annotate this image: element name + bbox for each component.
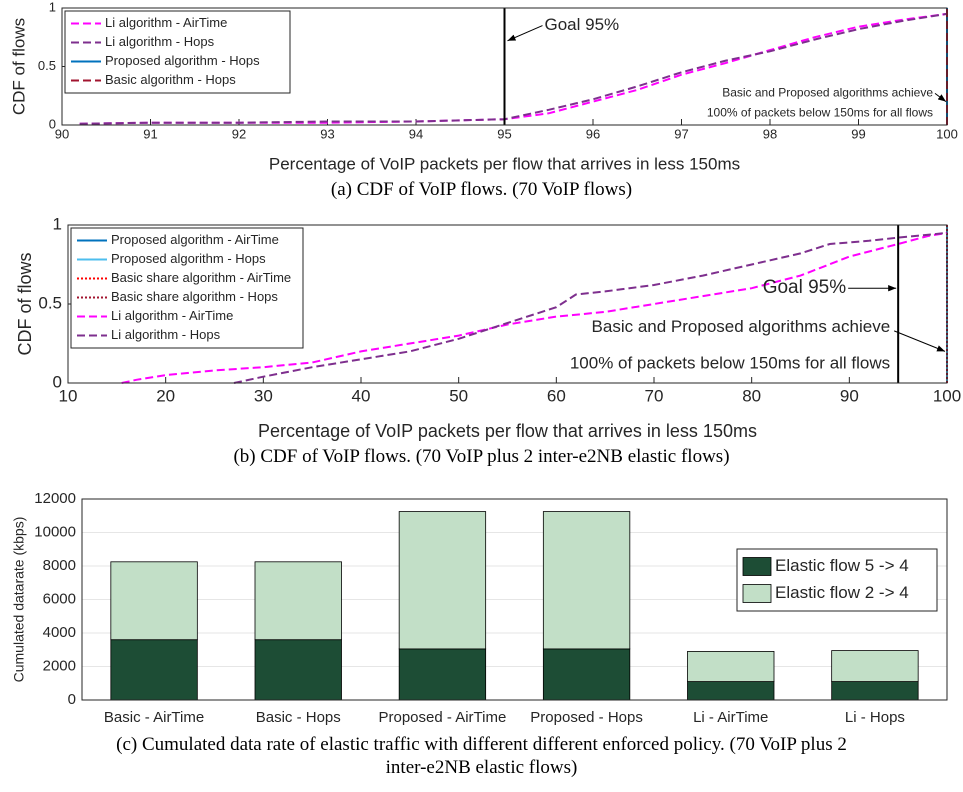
bar-segment [687, 651, 775, 682]
y-tick-label: 0.5 [38, 293, 62, 312]
y-tick-label: 2000 [43, 657, 76, 674]
y-tick-label: 0 [68, 691, 76, 708]
x-tick-label: 97 [674, 126, 688, 141]
bar-segment [687, 681, 775, 701]
x-tick-label: 30 [254, 386, 273, 405]
caption: (c) Cumulated data rate of elastic traff… [116, 734, 847, 778]
caption: (b) CDF of VoIP flows. (70 VoIP plus 2 i… [233, 446, 730, 467]
y-axis-label: Cumulated datarate (kbps) [11, 517, 27, 683]
y-tick-label: 6000 [43, 590, 76, 607]
x-tick-label: 50 [449, 386, 468, 405]
x-tick-label: 20 [156, 386, 175, 405]
x-tick-label: 95 [497, 126, 511, 141]
annotation: Basic and Proposed algorithms achieve [722, 86, 933, 100]
annotation: Basic and Proposed algorithms achieve [592, 317, 891, 336]
legend-label: Proposed algorithm - Hops [111, 251, 266, 266]
x-tick-label: 93 [320, 126, 334, 141]
x-tick-label: Basic - AirTime [104, 709, 204, 726]
y-tick-label: 0.5 [38, 58, 56, 73]
legend-label: Elastic flow 2 -> 4 [775, 583, 909, 602]
bar-segment [542, 648, 631, 701]
y-tick-label: 4000 [43, 624, 76, 641]
bar-segment [254, 561, 342, 641]
y-axis-label: CDF of flows [15, 252, 35, 355]
annotation-arrow [934, 93, 947, 103]
axes-frame [61, 7, 948, 126]
legend-box [64, 10, 291, 94]
x-tick-label: 94 [409, 126, 423, 141]
x-tick-label: 90 [55, 126, 69, 141]
y-tick-label: 12000 [34, 490, 76, 507]
x-tick-label: 10 [59, 386, 78, 405]
legend-box [70, 227, 304, 349]
x-tick-label: 100 [933, 386, 961, 405]
annotation: 100% of packets below 150ms for all flow… [570, 354, 890, 373]
annotation-arrow [507, 25, 543, 42]
x-tick-label: Proposed - Hops [530, 709, 643, 726]
bar-segment [110, 561, 198, 641]
annotation: 100% of packets below 150ms for all flow… [707, 105, 933, 119]
cdf-line [233, 231, 948, 384]
bar-segment [398, 511, 487, 650]
bar-segment [831, 650, 919, 682]
y-tick-label: 1 [53, 214, 62, 233]
legend-label: Li algorithm - AirTime [105, 15, 227, 30]
annotation: Goal 95% [763, 277, 847, 298]
legend-label: Basic algorithm - Hops [105, 72, 236, 87]
x-tick-label: 40 [352, 386, 371, 405]
x-tick-label: Proposed - AirTime [379, 709, 507, 726]
legend-swatch [742, 584, 772, 603]
y-tick-label: 1 [49, 0, 56, 14]
x-tick-label: 92 [232, 126, 246, 141]
x-tick-label: 96 [586, 126, 600, 141]
bar-segment [110, 639, 198, 701]
legend-label: Basic share algorithm - Hops [111, 289, 278, 304]
x-tick-label: 100 [936, 126, 958, 141]
legend-label: Proposed algorithm - Hops [105, 53, 260, 68]
y-tick-label: 10000 [34, 523, 76, 540]
x-tick-label: Li - Hops [845, 709, 905, 726]
bar-segment [254, 639, 342, 701]
axes-frame [67, 224, 948, 384]
cdf-line [79, 12, 948, 125]
legend-label: Li algorithm - Hops [105, 34, 215, 49]
annotation-arrow [893, 330, 946, 352]
y-tick-label: 0 [53, 372, 62, 391]
legend-label: Li algorithm - AirTime [111, 308, 233, 323]
y-tick-label: 0 [49, 116, 56, 131]
x-tick-label: Li - AirTime [693, 709, 768, 726]
x-tick-label: 70 [645, 386, 664, 405]
legend-label: Li algorithm - Hops [111, 327, 221, 342]
x-tick-label: 99 [851, 126, 865, 141]
x-axis-label: Percentage of VoIP packets per flow that… [269, 154, 740, 173]
x-tick-label: 60 [547, 386, 566, 405]
cdf-line [121, 231, 948, 384]
bar-segment [831, 681, 919, 701]
legend-label: Basic share algorithm - AirTime [111, 270, 291, 285]
x-axis-label: Percentage of VoIP packets per flow that… [258, 421, 757, 441]
y-tick-label: 8000 [43, 557, 76, 574]
bar-segment [398, 648, 487, 701]
bar-segment [542, 511, 631, 650]
legend-swatch [742, 557, 772, 576]
x-tick-label: Basic - Hops [256, 709, 341, 726]
x-tick-label: 80 [742, 386, 761, 405]
axes-frame [81, 498, 948, 701]
x-tick-label: 91 [143, 126, 157, 141]
annotation: Goal 95% [545, 15, 620, 34]
legend-label: Proposed algorithm - AirTime [111, 232, 279, 247]
caption: (a) CDF of VoIP flows. (70 VoIP flows) [330, 179, 633, 200]
y-axis-label: CDF of flows [9, 18, 28, 115]
legend-label: Elastic flow 5 -> 4 [775, 556, 909, 575]
x-tick-label: 90 [840, 386, 859, 405]
x-tick-label: 98 [763, 126, 777, 141]
